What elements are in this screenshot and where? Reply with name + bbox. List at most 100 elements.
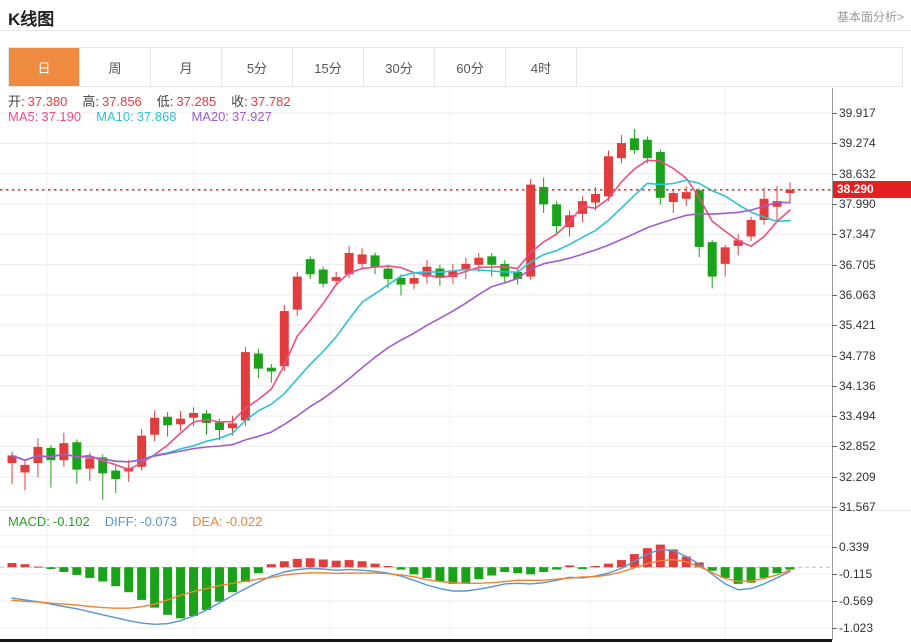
candle[interactable]: [396, 278, 406, 285]
macd-bar: [591, 566, 600, 568]
candle[interactable]: [214, 422, 224, 430]
tab-day[interactable]: 日: [9, 48, 80, 86]
readout-item: 收: 37.782: [231, 94, 291, 109]
macd-bar: [383, 566, 393, 568]
macd-bar: [448, 567, 458, 584]
readout-item: 开: 37.380: [8, 94, 68, 109]
candle[interactable]: [435, 268, 445, 279]
axis-tick: [832, 547, 837, 549]
candle[interactable]: [409, 278, 419, 284]
candle[interactable]: [539, 186, 549, 205]
candle[interactable]: [292, 276, 302, 310]
candle[interactable]: [448, 270, 458, 278]
candle[interactable]: [655, 152, 665, 198]
macd-bar: [72, 567, 82, 575]
indicator-line: [11, 201, 791, 463]
y-axis-label: 32.852: [839, 439, 876, 454]
candle[interactable]: [487, 256, 497, 265]
macd-bar: [111, 567, 121, 587]
macd-bar: [85, 567, 95, 578]
candle[interactable]: [668, 193, 678, 203]
candle[interactable]: [526, 184, 536, 277]
candle[interactable]: [616, 143, 626, 159]
candle[interactable]: [59, 443, 69, 461]
macd-bar: [552, 567, 562, 570]
macd-bar: [344, 560, 354, 568]
candle[interactable]: [357, 254, 367, 264]
fundamental-analysis-link[interactable]: 基本面分析>: [836, 10, 904, 24]
candle[interactable]: [681, 192, 691, 199]
y-axis-label: 31.567: [839, 500, 876, 515]
page-title: K线图: [8, 10, 55, 29]
period-tabbar: 日周月 5分 15分 30分 60分 4时: [8, 47, 903, 87]
candle[interactable]: [746, 219, 756, 237]
candle[interactable]: [240, 352, 250, 421]
candle[interactable]: [176, 418, 186, 425]
candle[interactable]: [694, 190, 704, 247]
candle[interactable]: [629, 138, 639, 151]
candle[interactable]: [137, 435, 147, 467]
tab-60min[interactable]: 60分: [435, 48, 506, 86]
candle[interactable]: [461, 263, 471, 270]
candle[interactable]: [759, 198, 769, 220]
candle[interactable]: [318, 269, 328, 284]
candle[interactable]: [383, 268, 393, 279]
macd-bar: [435, 567, 445, 582]
macd-panel[interactable]: [0, 512, 832, 641]
candle[interactable]: [370, 255, 380, 268]
candle[interactable]: [591, 194, 600, 203]
tab-15min[interactable]: 15分: [293, 48, 364, 86]
macd-bar: [124, 567, 134, 593]
candle[interactable]: [305, 259, 315, 275]
candle[interactable]: [85, 458, 95, 469]
candle[interactable]: [707, 242, 717, 277]
candle[interactable]: [603, 156, 613, 197]
candle[interactable]: [163, 416, 173, 426]
candle[interactable]: [642, 139, 652, 159]
macd-bar: [759, 567, 769, 578]
candle[interactable]: [344, 253, 354, 275]
candle[interactable]: [7, 455, 17, 464]
candle[interactable]: [20, 464, 30, 473]
tab-5min[interactable]: 5分: [222, 48, 293, 86]
axis-tick: [832, 173, 837, 175]
candle[interactable]: [227, 423, 237, 429]
tab-month[interactable]: 月: [151, 48, 222, 86]
y-axis-label: 33.494: [839, 409, 876, 424]
candle[interactable]: [266, 367, 276, 372]
candle[interactable]: [111, 470, 121, 480]
tab-30min[interactable]: 30分: [364, 48, 435, 86]
candle[interactable]: [733, 240, 743, 246]
macd-bar: [370, 563, 380, 568]
macd-readout: MACD: -0.102 DIFF: -0.073 DEA: -0.022: [8, 514, 262, 529]
candle[interactable]: [772, 201, 782, 207]
ma-readout: MA5: 37.190 MA10: 37.868 MA20: 37.927: [8, 109, 272, 124]
y-axis-label: -1.023: [839, 621, 874, 636]
candle[interactable]: [98, 457, 108, 474]
candle[interactable]: [189, 412, 199, 418]
tab-week[interactable]: 周: [80, 48, 151, 86]
axis-tick: [832, 385, 837, 387]
candle[interactable]: [150, 417, 160, 435]
candle[interactable]: [46, 447, 56, 461]
candle[interactable]: [33, 446, 43, 464]
axis-tick: [832, 574, 837, 576]
main-candlestick-chart[interactable]: [0, 88, 832, 512]
candle[interactable]: [279, 311, 289, 367]
title-divider: [0, 30, 911, 31]
candle[interactable]: [513, 271, 523, 279]
axis-tick: [832, 113, 837, 114]
tab-4hour[interactable]: 4时: [506, 48, 577, 86]
y-axis-label: 0.339: [839, 540, 870, 555]
candle[interactable]: [331, 277, 341, 281]
axis-tick: [832, 325, 837, 327]
axis-tick: [832, 416, 837, 418]
candle[interactable]: [474, 257, 484, 265]
candle[interactable]: [552, 204, 562, 227]
candle[interactable]: [202, 413, 211, 423]
candle[interactable]: [785, 189, 795, 194]
candle[interactable]: [720, 247, 730, 264]
candle[interactable]: [253, 353, 263, 369]
candle[interactable]: [500, 263, 510, 277]
